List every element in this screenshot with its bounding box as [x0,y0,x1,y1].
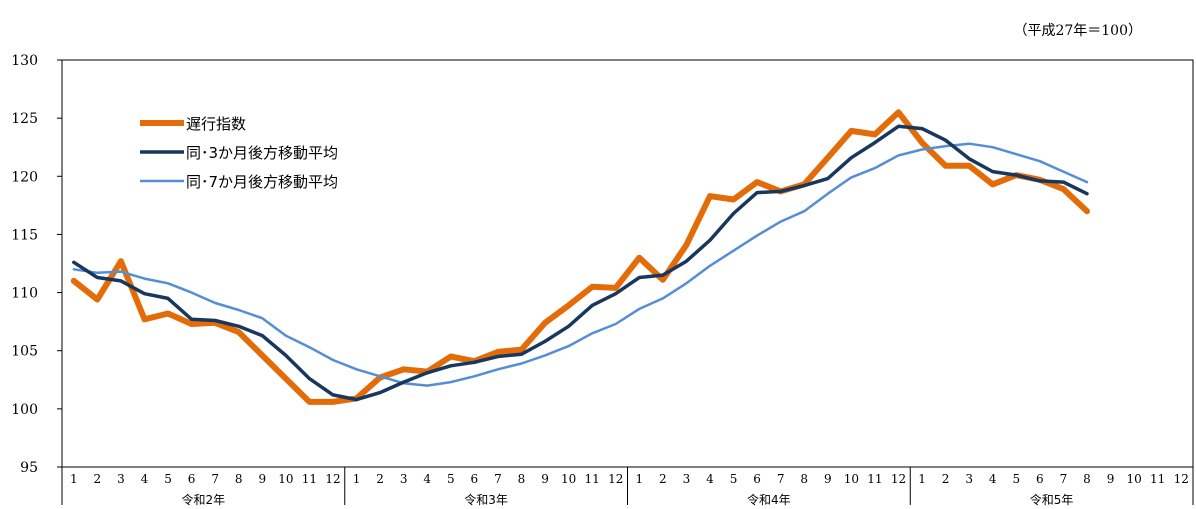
month-label: 9 [1107,472,1115,486]
year-label: 令和5年 [1030,492,1074,507]
month-label: 1 [635,472,643,486]
month-label: 7 [777,472,785,486]
month-label: 5 [164,472,172,486]
year-label: 令和4年 [747,492,791,507]
month-label: 8 [518,472,526,486]
month-label: 3 [400,472,408,486]
month-label: 2 [942,472,950,486]
month-label: 11 [585,472,600,486]
series-line-2 [72,124,1089,402]
month-label: 3 [117,472,125,486]
month-label: 3 [965,472,973,486]
month-label: 8 [800,472,808,486]
month-label: 8 [235,472,243,486]
month-label: 6 [188,472,196,486]
month-label: 8 [1083,472,1091,486]
month-label: 10 [561,472,576,486]
month-label: 9 [258,472,266,486]
index-base-note: （平成27年＝100） [1013,23,1142,39]
month-label: 10 [1126,472,1141,486]
month-label: 7 [1060,472,1068,486]
month-label: 4 [706,472,714,486]
month-label: 11 [1150,472,1165,486]
month-label: 6 [1036,472,1044,486]
y-tick-label: 130 [11,53,38,69]
month-label: 12 [608,472,623,486]
y-tick-label: 125 [11,111,38,127]
y-tick-label: 95 [20,460,38,476]
month-label: 10 [844,472,859,486]
series-line-1 [70,109,1090,405]
month-label: 2 [94,472,102,486]
y-tick-label: 110 [11,286,38,302]
month-label: 5 [447,472,455,486]
month-label: 4 [989,472,997,486]
month-label: 1 [70,472,78,486]
legend-label: 同･7か月後方移動平均 [186,173,338,191]
year-label: 令和2年 [182,492,226,507]
month-label: 1 [918,472,926,486]
month-label: 6 [753,472,761,486]
legend-label: 遅行指数 [186,115,246,133]
y-tick-label: 120 [11,169,38,185]
month-label: 7 [494,472,502,486]
month-label: 7 [211,472,219,486]
month-label: 4 [141,472,149,486]
month-label: 5 [730,472,738,486]
y-tick-label: 100 [11,402,38,418]
month-label: 11 [867,472,882,486]
month-label: 10 [278,472,293,486]
y-tick-label: 115 [11,227,38,243]
month-label: 6 [471,472,479,486]
month-label: 2 [376,472,384,486]
month-label: 12 [1174,472,1189,486]
month-label: 12 [325,472,340,486]
month-label: 3 [683,472,691,486]
y-tick-label: 105 [11,344,38,360]
series-line-3 [72,142,1089,387]
month-label: 9 [541,472,549,486]
month-label: 9 [824,472,832,486]
month-label: 1 [353,472,361,486]
legend-label: 同･3か月後方移動平均 [186,144,338,162]
month-label: 2 [659,472,667,486]
year-label: 令和3年 [464,492,508,507]
month-label: 4 [423,472,431,486]
month-label: 11 [302,472,317,486]
month-label: 5 [1012,472,1020,486]
month-label: 12 [891,472,906,486]
